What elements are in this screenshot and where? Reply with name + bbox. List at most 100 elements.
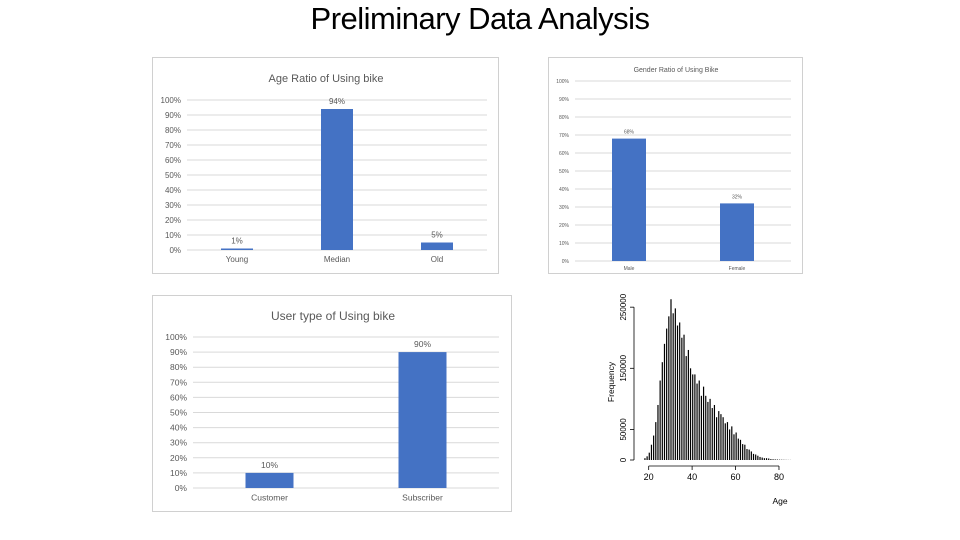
histogram-bar [705,395,707,460]
y-tick-label: 60% [559,151,570,157]
histogram-bar [659,380,661,460]
histogram-bar [772,459,774,460]
category-label: Male [624,266,635,272]
age-ratio-chart: Age Ratio of Using bike 0% 10% 20% 30% 40% 50%… [161,73,487,264]
histogram-bar [687,349,689,460]
histogram-bar [757,455,759,460]
y-tick-label: 80% [559,115,570,121]
category-label: Subscriber [402,493,443,503]
data-label: 1% [231,237,243,246]
user-type-chart: User type of Using bike 0% 10% 20% 30% 40% 50%… [165,309,499,503]
bar [421,242,453,250]
histogram-bar [702,386,705,460]
bar [221,248,253,250]
histogram-bar [739,439,742,460]
chart-panel-user-type: User type of Using bike 0% 10% 20% 30% 40% 50%… [152,295,512,512]
y-tick-label: 70% [165,141,181,150]
x-tick-label: 40 [687,472,697,482]
chart-title: User type of Using bike [271,309,395,323]
y-tick-label: 50% [165,171,181,180]
histogram-bar [679,322,681,460]
histogram-bar [713,404,716,460]
histogram-bar [689,368,692,460]
data-label: 5% [431,231,443,240]
histogram-bar [676,325,679,460]
y-tick-label: 30% [559,205,570,211]
data-label: 68% [624,130,635,136]
x-tick-label: 60 [731,472,741,482]
histogram-bar [720,414,722,460]
histogram-bar [742,444,744,460]
histogram-bar [722,417,724,460]
histogram-bar [666,328,668,460]
bar [245,472,294,488]
histogram-bar [716,417,718,460]
x-tick-label: 80 [774,472,784,482]
histogram-bar [674,308,676,460]
histogram-bar [763,458,765,460]
y-tick-label: 20% [165,216,181,225]
x-axis-label: Age [772,496,787,506]
y-tick-label: 50% [170,407,187,417]
y-tick-label: 50% [559,169,570,175]
histogram-bar [731,426,733,460]
histogram-bar [750,451,752,460]
y-tick-label: 100% [556,79,569,85]
chart-panel-gender-ratio: Gender Ratio of Using Bike 0% 10% 20% 30% 40%… [548,57,803,274]
y-tick-label: 250000 [619,293,628,320]
category-label: Customer [251,493,288,503]
histogram-bar [726,422,729,460]
y-tick-label: 0% [562,259,570,265]
chart-panel-age-histogram: 20 40 60 80 0 50000 150000 250000 Age Frequency [596,292,806,512]
y-tick-label: 150000 [619,354,628,381]
y-tick-label: 0% [175,483,188,493]
histogram-bar [729,429,731,460]
chart-title: Gender Ratio of Using Bike [634,67,719,74]
histogram-bar [735,432,737,460]
gender-ratio-chart: Gender Ratio of Using Bike 0% 10% 20% 30% 40%… [556,67,791,272]
y-tick-label: 20% [170,453,187,463]
histogram-bar [668,316,670,460]
bar [612,138,646,261]
y-tick-label: 50000 [619,418,628,441]
y-tick-label: 30% [165,201,181,210]
histogram-bar [653,435,655,460]
histogram-bar [724,423,726,460]
y-axis-label: Frequency [606,361,616,402]
histogram-bar [683,334,685,460]
histogram-bar [709,398,711,460]
y-tick-label: 10% [165,231,181,240]
y-tick-label: 30% [170,438,187,448]
y-tick-label: 90% [559,97,570,103]
histogram-bar [672,313,674,460]
histogram-bar [765,458,768,460]
y-tick-label: 0% [169,246,181,255]
bar [321,109,353,250]
histogram-bar [681,337,683,460]
histogram-bar [698,380,700,460]
histogram-bar [644,458,646,460]
histogram-bar [646,456,648,460]
histogram-bar [707,401,709,460]
y-tick-label: 10% [170,468,187,478]
y-tick-label: 60% [170,392,187,402]
y-tick-label: 100% [161,96,181,105]
chart-title: Age Ratio of Using bike [269,73,384,85]
data-label: 94% [329,97,345,106]
y-tick-label: 70% [559,133,570,139]
bar [720,203,754,261]
y-tick-label: 0 [619,457,628,462]
histogram-bar [744,444,746,460]
histogram-bar [718,411,720,460]
data-label: 90% [414,339,431,349]
y-tick-label: 40% [559,187,570,193]
histogram-bar [761,457,763,460]
histogram-bar [650,444,653,460]
histogram-bar [768,458,770,460]
histogram-bar [648,452,650,460]
y-tick-label: 90% [165,111,181,120]
y-tick-label: 90% [170,347,187,357]
y-tick-label: 70% [170,377,187,387]
histogram-bar [655,422,657,460]
slide-title: Preliminary Data Analysis [310,1,650,36]
